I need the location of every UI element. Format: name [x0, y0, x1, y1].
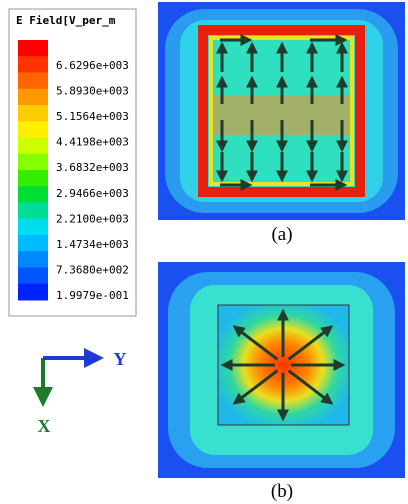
- colorbar-band: [18, 170, 48, 187]
- colorbar-band: [18, 251, 48, 268]
- colorbar-band: [18, 202, 48, 220]
- legend-label: 2.2100e+003: [56, 212, 129, 225]
- colorbar-band: [18, 283, 48, 301]
- legend-label: 3.6832e+003: [56, 161, 129, 174]
- field-arrow: [287, 369, 334, 405]
- colorbar-band: [18, 153, 48, 171]
- field-arrow: [232, 325, 279, 361]
- caption-b: (b): [271, 481, 293, 502]
- legend-label: 5.1564e+003: [56, 110, 129, 123]
- field-arrow: [232, 369, 279, 405]
- colorbar-band: [18, 267, 48, 285]
- field-plot-a: [158, 2, 405, 220]
- colorbar-band: [18, 235, 48, 252]
- colorbar-band: [18, 72, 48, 90]
- caption-a: (a): [271, 224, 292, 245]
- legend-label: 6.6296e+003: [56, 59, 129, 72]
- legend-label: 5.8930e+003: [56, 85, 129, 98]
- colorbar-band: [18, 56, 48, 73]
- legend-label: 4.4198e+003: [56, 136, 129, 149]
- y-label: Y: [114, 349, 127, 369]
- legend-title: E Field[V_per_m: [16, 14, 116, 27]
- colorbar-band: [18, 105, 48, 122]
- legend-label: 1.9979e-001: [56, 289, 129, 302]
- colorbar-band: [18, 186, 48, 203]
- legend-label: 1.4734e+003: [56, 238, 129, 251]
- field-plot-b: [158, 262, 405, 478]
- legend-label: 7.3680e+002: [56, 263, 129, 276]
- colorbar-band: [18, 218, 48, 236]
- colorbar-band: [18, 88, 48, 106]
- colorbar-band: [18, 121, 48, 138]
- colorbar: [18, 40, 48, 301]
- colorbar-band: [18, 40, 48, 57]
- x-label: X: [38, 416, 51, 436]
- field-arrow: [287, 325, 334, 361]
- legend-label: 2.9466e+003: [56, 187, 129, 200]
- colorbar-band: [18, 137, 48, 155]
